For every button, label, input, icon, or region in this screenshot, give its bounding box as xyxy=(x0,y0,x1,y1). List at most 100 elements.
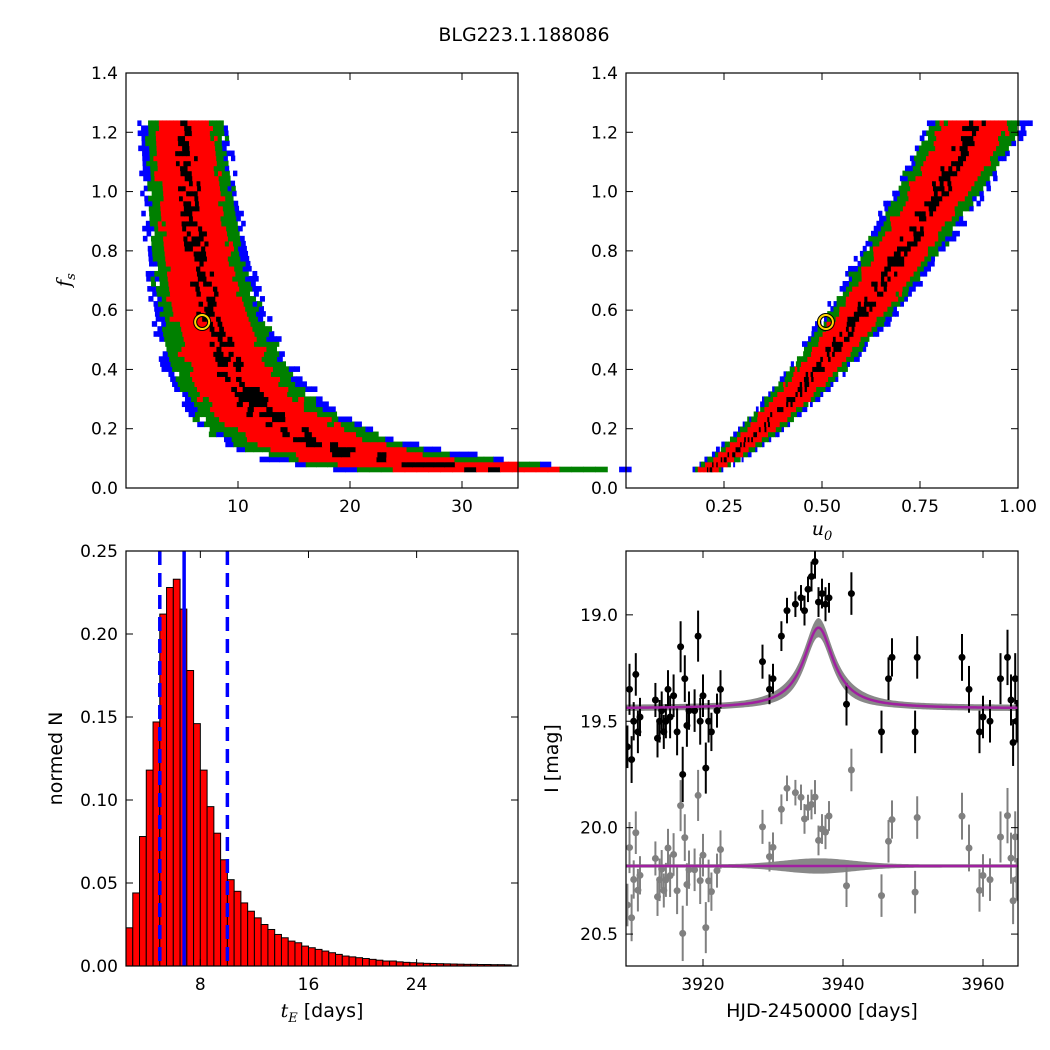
fs-u0-cell xyxy=(975,165,981,172)
fs-tE-cell xyxy=(177,215,182,222)
fs-tE-cell xyxy=(180,321,186,327)
fs-u0-cell xyxy=(891,301,895,307)
fs-u0-cell xyxy=(952,120,957,127)
fs-tE-cell xyxy=(216,185,221,192)
fs-tE-cell xyxy=(259,331,265,337)
histogram-bar xyxy=(253,917,262,967)
fs-tE-cell xyxy=(422,451,433,458)
fs-u0-cell xyxy=(1019,120,1025,127)
fs-u0-cell xyxy=(880,275,885,282)
fs-u0-cell xyxy=(714,466,717,473)
fs-tE-cell xyxy=(199,235,205,242)
data-point xyxy=(707,728,715,736)
fs-u0-cell xyxy=(939,180,945,187)
fs-tE-cell xyxy=(205,356,211,362)
fs-u0-cell xyxy=(773,396,776,403)
fs-tE-cell xyxy=(151,321,158,327)
fs-u0-cell xyxy=(831,341,836,347)
fs-tE-cell xyxy=(187,125,193,132)
fs-u0-cell xyxy=(998,135,1003,142)
fs-tE-cell xyxy=(205,120,210,127)
fs-u0-cell xyxy=(736,451,740,458)
fs-u0-cell xyxy=(815,371,819,377)
fs-tE-cell xyxy=(180,275,186,282)
fs-u0-cell xyxy=(906,275,911,282)
fs-tE-cell xyxy=(203,301,209,307)
fs-tE-cell xyxy=(228,215,233,222)
fs-tE-cell xyxy=(144,125,149,132)
fs-tE-cell xyxy=(212,361,219,367)
fs-tE-cell xyxy=(150,165,155,172)
fs-u0-cell xyxy=(799,386,803,393)
fs-tE-cell xyxy=(200,210,205,217)
fs-u0-cell xyxy=(917,250,922,257)
fs-tE-cell xyxy=(252,326,258,332)
fs-u0-cell xyxy=(927,245,932,252)
fs-tE-cell xyxy=(191,286,197,292)
fs-tE-cell xyxy=(199,260,205,267)
fs-tE-cell xyxy=(145,145,150,152)
tE-hist-x-label-unit: [days] xyxy=(298,1000,364,1022)
fs-tE-cell xyxy=(257,326,263,332)
fs-tE-cell xyxy=(253,446,263,453)
fs-tE-cell xyxy=(378,441,387,448)
fs-u0-cell xyxy=(722,451,726,458)
fs-u0-cell xyxy=(881,321,885,327)
fs-u0-cell xyxy=(879,296,884,302)
histogram-bar xyxy=(280,937,289,967)
fs-u0-cell xyxy=(809,391,812,398)
fs-u0-cell xyxy=(962,180,968,187)
fs-tE-cell xyxy=(211,381,218,387)
fs-tE-cell xyxy=(332,451,342,458)
fs-u0-cell xyxy=(770,411,773,418)
fs-u0-cell xyxy=(930,220,935,227)
fs-u0-cell xyxy=(929,215,935,222)
fs-u0-cell xyxy=(883,311,888,317)
fs-u0-cell xyxy=(804,386,808,393)
residual-point xyxy=(913,814,921,822)
fs-tE-cell xyxy=(146,225,151,232)
fs-tE-cell xyxy=(179,160,184,167)
fs-u0-cell xyxy=(721,466,724,473)
fs-tE-cell xyxy=(188,381,196,387)
fs-tE-cell xyxy=(406,446,416,453)
fs-u0-cell xyxy=(988,170,994,177)
fs-tE-cell xyxy=(260,371,267,377)
fs-u0-cell xyxy=(932,135,937,142)
fs-u0-cell xyxy=(902,170,907,177)
fs-u0-cell xyxy=(789,366,793,372)
fs-u0-cell xyxy=(889,240,894,247)
histogram-bar xyxy=(395,961,404,967)
fs-u0-cell xyxy=(956,120,962,127)
fs-tE-cell xyxy=(241,376,248,382)
fs-tE-cell xyxy=(165,255,171,262)
fs-u0-cell xyxy=(810,336,815,342)
fs-tE-cell xyxy=(291,406,299,413)
fs-u0-cell xyxy=(910,235,915,242)
fs-u0-cell xyxy=(750,421,754,428)
fs-tE-cell xyxy=(227,411,235,418)
fs-u0-cell xyxy=(876,301,880,307)
fs-tE-cell xyxy=(251,356,258,362)
fs-tE-cell xyxy=(236,255,241,262)
fs-tE-cell xyxy=(226,321,233,327)
fs-u0-cell xyxy=(871,230,876,237)
fs-u0-cell xyxy=(907,255,912,262)
fs-tE-cell xyxy=(261,401,268,408)
fs-tE-cell xyxy=(308,436,317,443)
fs-tE-cell xyxy=(182,230,188,237)
fs-tE-cell xyxy=(273,341,280,347)
fs-u0-cell xyxy=(989,135,995,142)
fs-u0-cell xyxy=(902,230,907,237)
fs-u0-cell xyxy=(760,441,763,448)
fs-u0-cell xyxy=(726,461,729,468)
fs-tE-cell xyxy=(172,250,178,257)
fs-tE-cell xyxy=(206,135,211,142)
fs-tE-cell xyxy=(291,416,300,423)
fs-tE-cell xyxy=(166,366,173,372)
fs-u0-cell xyxy=(861,265,866,272)
fs-u0-cell xyxy=(862,326,867,332)
fs-u0-cell xyxy=(871,275,876,282)
fs-u0-cell xyxy=(925,170,931,177)
fs-u0-cell xyxy=(973,135,979,142)
